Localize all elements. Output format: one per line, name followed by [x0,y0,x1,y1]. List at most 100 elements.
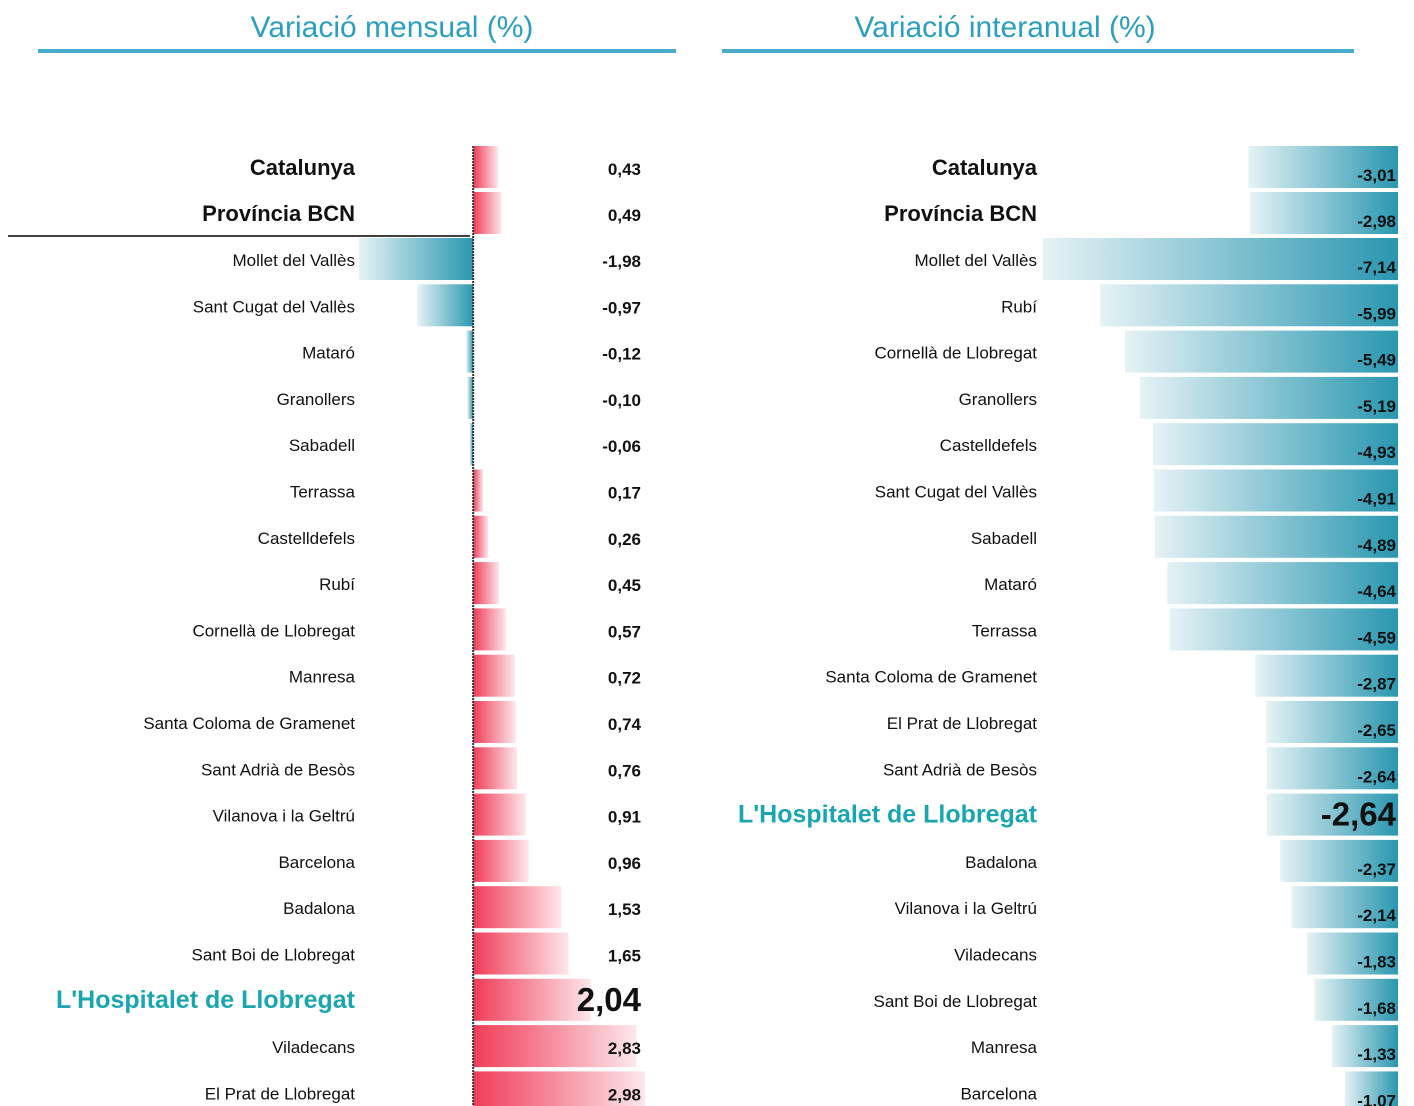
bar [1291,886,1398,929]
category-label: Santa Coloma de Gramenet [825,668,1037,687]
category-label: Badalona [965,853,1037,872]
category-label: Castelldefels [258,529,355,548]
bar [473,793,526,836]
bar [1255,654,1398,697]
value-label: -5,49 [1357,351,1396,370]
value-label: 0,72 [608,669,641,688]
value-label: -4,93 [1357,443,1396,462]
value-label: -2,98 [1357,212,1396,231]
category-label: Rubí [1001,297,1037,316]
category-label: Terrassa [290,483,356,502]
value-label: 0,26 [608,530,641,549]
category-label: L'Hospitalet de Llobregat [56,986,356,1014]
value-label: -2,64 [1321,796,1397,833]
bar [1266,747,1398,790]
category-label: Sant Boi de Llobregat [873,992,1037,1011]
bar [473,1071,645,1106]
bar [1266,701,1398,743]
bar [473,608,507,651]
bar [1167,562,1398,605]
bar [473,562,500,605]
bar [1314,978,1398,1021]
category-label: Província BCN [884,201,1037,226]
bar [473,839,529,882]
value-label: -1,83 [1357,953,1396,972]
bar [1125,330,1398,373]
bar [473,747,517,790]
category-label: Terrassa [972,621,1038,640]
category-label: Manresa [289,668,356,687]
value-label: 0,49 [608,206,641,225]
category-label: Cornellà de Llobregat [192,621,355,640]
category-label: Mollet del Vallès [232,251,355,270]
value-label: -4,89 [1357,536,1396,555]
bar [469,423,474,466]
category-label: El Prat de Llobregat [205,1084,356,1103]
bar [1307,932,1398,975]
category-label: Mataró [302,344,355,363]
value-label: -5,19 [1357,397,1396,416]
bar [1153,469,1398,512]
bar [1154,515,1398,558]
value-label: -7,14 [1357,258,1396,277]
category-label: Sabadell [971,529,1037,548]
category-label: Sabadell [289,436,355,455]
value-label: 0,74 [608,715,642,734]
value-label: -5,99 [1357,304,1396,323]
bar [473,701,516,743]
category-label: Badalona [283,899,355,918]
category-label: Sant Adrià de Besòs [883,760,1037,779]
value-label: 0,45 [608,576,641,595]
value-label: -2,37 [1357,860,1396,879]
bar [473,1025,637,1068]
category-label: L'Hospitalet de Llobregat [738,801,1038,829]
value-label: 0,96 [608,854,641,873]
value-label: 1,53 [608,900,641,919]
bar [1331,1025,1398,1068]
bar [1043,238,1398,280]
value-label: 2,83 [608,1039,641,1058]
category-label: Sant Cugat del Vallès [875,483,1037,502]
category-label: Mollet del Vallès [914,251,1037,270]
category-label: Mataró [984,575,1037,594]
bar [1249,192,1398,234]
bar [473,886,562,929]
value-label: -1,07 [1357,1091,1396,1106]
value-label: -4,64 [1357,582,1396,601]
bar [359,238,474,280]
bar [417,284,474,327]
bar [473,932,569,975]
category-label: Província BCN [202,201,355,226]
category-label: Sant Cugat del Vallès [193,297,355,316]
value-label: -1,68 [1357,999,1396,1018]
category-label: Castelldefels [940,436,1037,455]
bar [473,654,515,697]
value-label: -0,97 [602,298,641,317]
category-label: Barcelona [278,853,355,872]
value-label: -1,98 [602,252,641,271]
value-label: -2,14 [1357,906,1396,925]
value-label: -2,64 [1357,767,1396,786]
chart-title: Variació interanual (%) [854,11,1155,44]
category-label: Granollers [277,390,355,409]
category-label: Santa Coloma de Gramenet [143,714,355,733]
value-label: 0,43 [608,160,641,179]
value-label: -2,87 [1357,675,1396,694]
bar [1169,608,1398,651]
value-label: -1,33 [1357,1045,1396,1064]
bar [473,192,502,234]
bar [467,376,474,419]
value-label: 2,04 [577,981,642,1018]
value-label: 0,91 [608,808,641,827]
bar [1152,423,1398,466]
category-label: Granollers [959,390,1037,409]
category-label: Rubí [319,575,355,594]
bar [473,978,591,1021]
value-label: 0,17 [608,484,641,503]
value-label: -4,59 [1357,628,1396,647]
bar [1139,376,1398,419]
value-label: 2,98 [608,1085,641,1104]
bar [1344,1071,1398,1106]
category-label: Catalunya [932,155,1038,180]
category-label: Viladecans [954,946,1037,965]
